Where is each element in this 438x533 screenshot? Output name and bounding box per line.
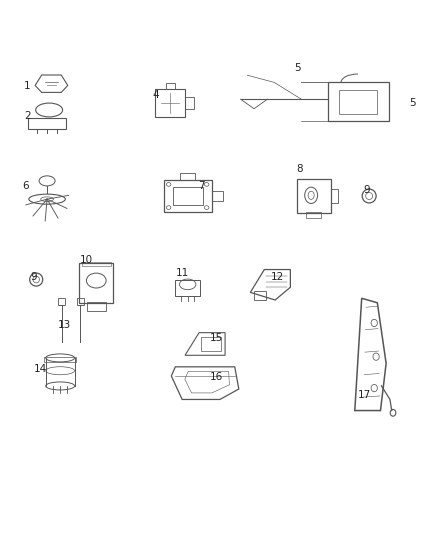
Text: 5: 5	[410, 98, 416, 108]
Text: 11: 11	[175, 268, 189, 278]
Text: 1: 1	[24, 81, 31, 91]
Bar	[254, 292, 266, 300]
Bar	[339, 90, 377, 114]
Bar	[173, 187, 203, 205]
Text: 13: 13	[58, 320, 71, 330]
Text: 15: 15	[210, 333, 223, 343]
Bar	[59, 298, 65, 305]
Bar	[45, 357, 76, 362]
Bar	[82, 262, 110, 265]
Bar	[328, 83, 389, 120]
Bar	[164, 180, 212, 212]
Text: 2: 2	[24, 111, 31, 122]
Bar	[331, 189, 338, 204]
Bar	[307, 212, 321, 218]
Text: 10: 10	[80, 255, 93, 265]
Text: 5: 5	[294, 63, 300, 74]
Bar	[87, 302, 106, 311]
Text: 9: 9	[31, 272, 37, 282]
Bar	[201, 337, 221, 351]
Text: 17: 17	[358, 390, 371, 400]
Bar	[155, 88, 185, 117]
Text: 14: 14	[34, 364, 47, 374]
Text: 6: 6	[22, 181, 28, 191]
Bar	[79, 263, 113, 303]
Bar	[212, 191, 223, 201]
Text: 7: 7	[198, 181, 205, 191]
Bar	[185, 97, 194, 109]
Bar	[180, 173, 195, 180]
Text: 8: 8	[296, 164, 303, 174]
Bar	[297, 179, 331, 213]
Bar	[77, 298, 84, 305]
Bar	[28, 118, 66, 129]
Text: 9: 9	[364, 185, 370, 195]
Text: 12: 12	[271, 272, 284, 282]
Bar	[175, 280, 200, 296]
Bar	[166, 83, 175, 88]
Text: 4: 4	[152, 90, 159, 100]
Text: 16: 16	[210, 373, 223, 383]
